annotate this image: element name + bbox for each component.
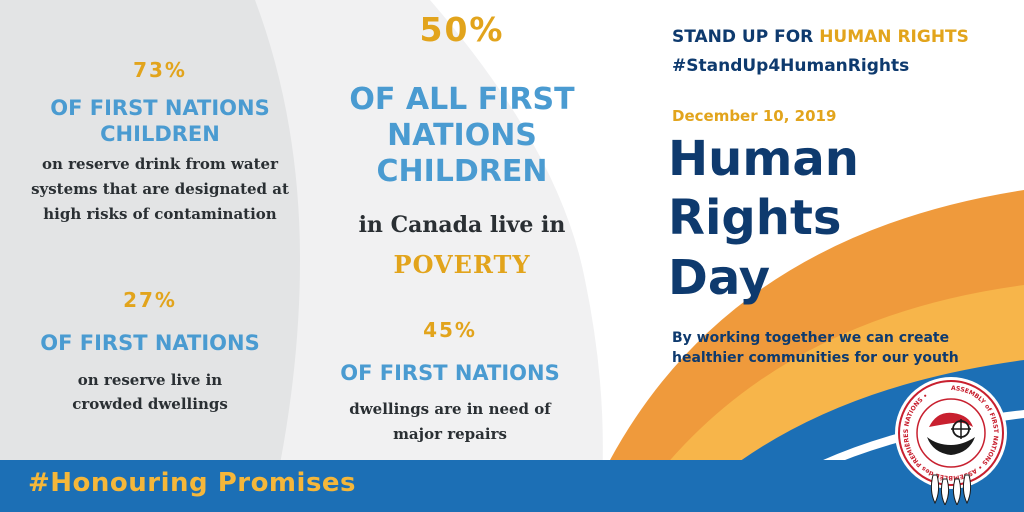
logo-ring [898, 380, 1004, 486]
left-grey-panel [0, 0, 300, 512]
stat-percent: 27% [123, 288, 177, 312]
stat-headline: OF FIRST NATIONS [40, 331, 260, 355]
campaign-hashtag: #StandUp4HumanRights [672, 56, 910, 76]
event-title-line: Human [668, 131, 859, 187]
event-title-line: Rights [668, 190, 842, 246]
event-date: December 10, 2019 [672, 107, 837, 125]
stat-detail: on reserve drink from water systems that… [31, 155, 289, 223]
stat-highlight: POVERTY [393, 250, 531, 279]
logo-bird-shape [929, 412, 973, 427]
stat-headline: OF ALL FIRST NATIONS CHILDREN [349, 82, 575, 189]
stat-headline: OF FIRST NATIONS [340, 361, 560, 385]
afn-logo: ASSEMBLY of FIRST NATIONS • ASSEMBLÉE de… [895, 377, 1007, 505]
stat-detail: dwellings are in need of major repairs [349, 400, 551, 443]
stand-up-heading: STAND UP FOR HUMAN RIGHTS [672, 27, 1012, 47]
stand-up-highlight: HUMAN RIGHTS [819, 27, 969, 47]
logo-lower-shape [927, 437, 975, 455]
stat-headline: OF FIRST NATIONS CHILDREN [50, 96, 270, 146]
stat-detail: in Canada live in [358, 212, 566, 238]
stat-percent: 50% [419, 10, 505, 49]
campaign-tagline: By working together we can create health… [672, 330, 959, 366]
stand-up-prefix: STAND UP FOR [672, 27, 820, 47]
middle-light-panel [210, 0, 603, 512]
stat-percent: 73% [133, 58, 187, 82]
footer-bar [0, 460, 1024, 512]
logo-feathers-icon [930, 474, 972, 505]
logo-inner-circle [916, 398, 986, 468]
event-title-line: Day [668, 250, 771, 306]
stat-detail: on reserve live in crowded dwellings [72, 371, 228, 413]
stat-percent: 45% [423, 318, 477, 342]
footer-hashtag: #Honouring Promises [28, 468, 357, 498]
